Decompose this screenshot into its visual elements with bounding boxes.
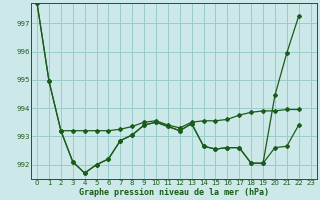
X-axis label: Graphe pression niveau de la mer (hPa): Graphe pression niveau de la mer (hPa): [79, 188, 269, 197]
